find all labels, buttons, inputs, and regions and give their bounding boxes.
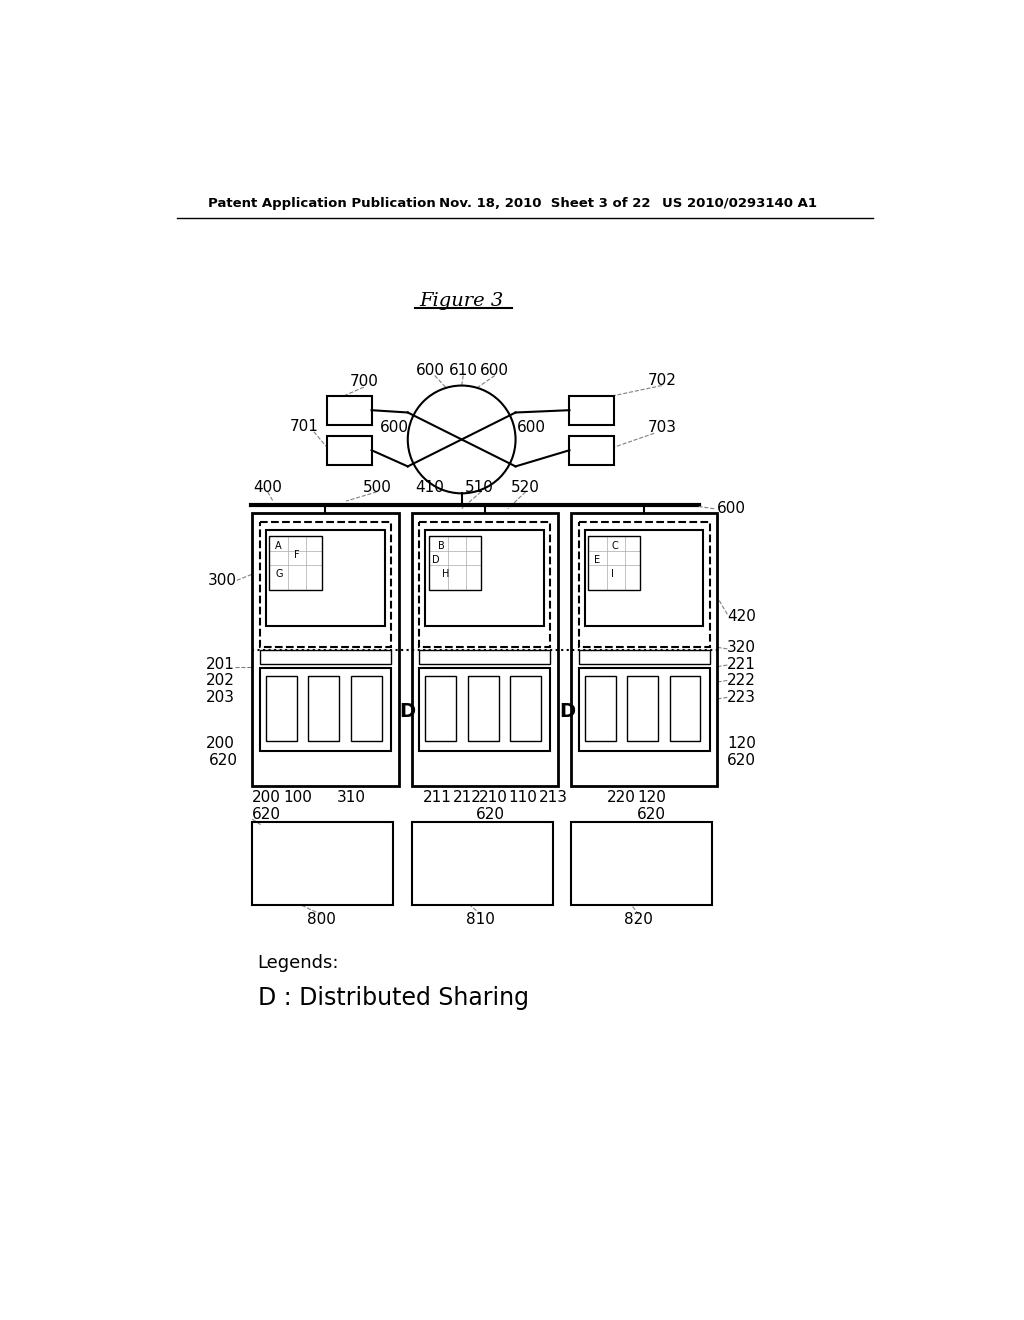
Bar <box>266 676 297 742</box>
Bar <box>425 529 544 626</box>
Bar <box>308 676 339 742</box>
Text: 201: 201 <box>206 657 234 672</box>
Text: 620: 620 <box>727 752 757 768</box>
Text: D: D <box>432 556 440 565</box>
Text: 203: 203 <box>206 690 234 705</box>
Text: 600: 600 <box>516 420 546 436</box>
Text: 220: 220 <box>606 789 635 805</box>
Bar <box>419 649 550 664</box>
Text: 300: 300 <box>208 573 237 587</box>
Text: US 2010/0293140 A1: US 2010/0293140 A1 <box>662 197 817 210</box>
Text: 510: 510 <box>465 480 494 495</box>
Bar <box>266 529 385 626</box>
Bar <box>571 822 712 904</box>
Bar <box>585 676 615 742</box>
Text: 820: 820 <box>625 912 653 927</box>
Text: Legends:: Legends: <box>258 954 339 972</box>
Bar <box>269 536 322 590</box>
Text: 800: 800 <box>307 912 336 927</box>
Text: 410: 410 <box>415 480 443 495</box>
Text: I: I <box>611 569 614 579</box>
Bar <box>588 536 640 590</box>
Bar <box>579 649 710 664</box>
Bar <box>670 676 700 742</box>
Text: 620: 620 <box>252 807 282 822</box>
Text: Patent Application Publication: Patent Application Publication <box>208 197 435 210</box>
Text: 600: 600 <box>717 502 745 516</box>
Text: E: E <box>594 556 600 565</box>
Bar <box>429 536 481 590</box>
Bar <box>569 396 614 425</box>
Bar <box>252 512 398 785</box>
Bar <box>412 512 558 785</box>
Bar <box>260 521 391 647</box>
Text: 221: 221 <box>727 657 756 672</box>
Bar <box>260 668 391 751</box>
Text: 200: 200 <box>206 737 234 751</box>
Text: 520: 520 <box>511 480 540 495</box>
Text: 320: 320 <box>727 640 757 655</box>
Text: 110: 110 <box>508 789 537 805</box>
Text: 810: 810 <box>467 912 496 927</box>
Bar <box>327 436 372 465</box>
Text: 600: 600 <box>380 420 409 436</box>
Text: D : Distributed Sharing: D : Distributed Sharing <box>258 986 528 1010</box>
Text: 701: 701 <box>290 418 318 434</box>
Bar <box>252 822 393 904</box>
Text: Nov. 18, 2010  Sheet 3 of 22: Nov. 18, 2010 Sheet 3 of 22 <box>438 197 650 210</box>
Text: 702: 702 <box>647 372 676 388</box>
Text: 620: 620 <box>637 807 667 822</box>
Bar <box>351 676 382 742</box>
Text: 620: 620 <box>209 752 239 768</box>
Text: 100: 100 <box>283 789 312 805</box>
Bar <box>425 676 457 742</box>
Text: 210: 210 <box>478 789 508 805</box>
Bar <box>579 668 710 751</box>
Text: 310: 310 <box>337 789 366 805</box>
Text: 500: 500 <box>362 480 391 495</box>
Text: 202: 202 <box>206 673 234 688</box>
Bar <box>510 676 541 742</box>
Text: 700: 700 <box>349 374 378 389</box>
Bar <box>571 512 717 785</box>
Text: 600: 600 <box>480 363 509 378</box>
Text: 703: 703 <box>647 420 677 436</box>
Text: 400: 400 <box>253 480 282 495</box>
Text: B: B <box>438 541 444 550</box>
Bar <box>628 676 658 742</box>
Bar <box>260 649 391 664</box>
Bar <box>579 521 710 647</box>
Text: 600: 600 <box>417 363 445 378</box>
Bar <box>412 822 553 904</box>
Text: 213: 213 <box>539 789 567 805</box>
Text: F: F <box>294 550 299 560</box>
Text: 420: 420 <box>727 609 756 624</box>
Text: 212: 212 <box>453 789 481 805</box>
Text: 120: 120 <box>727 737 756 751</box>
Bar <box>419 668 550 751</box>
Text: D: D <box>399 702 416 721</box>
Text: 610: 610 <box>449 363 478 378</box>
Text: 620: 620 <box>475 807 505 822</box>
Bar <box>419 521 550 647</box>
Text: Figure 3: Figure 3 <box>420 292 504 310</box>
Text: 222: 222 <box>727 673 756 688</box>
Text: A: A <box>275 541 282 550</box>
Text: C: C <box>611 541 617 550</box>
Bar <box>468 676 499 742</box>
Text: 120: 120 <box>637 789 666 805</box>
Text: H: H <box>442 569 450 579</box>
Bar <box>585 529 703 626</box>
Bar <box>569 436 614 465</box>
Text: 200: 200 <box>252 789 282 805</box>
Text: D: D <box>559 702 575 721</box>
Text: 211: 211 <box>423 789 452 805</box>
Text: G: G <box>275 569 283 579</box>
Text: 223: 223 <box>727 690 757 705</box>
Bar <box>327 396 372 425</box>
